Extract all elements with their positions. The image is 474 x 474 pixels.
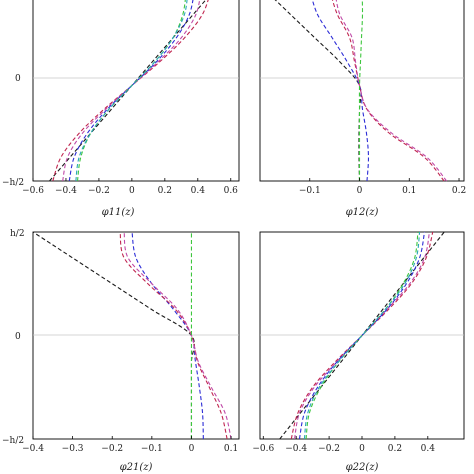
x-tick-label: −0.6 <box>22 186 44 196</box>
series-cyan-line <box>303 231 421 440</box>
x-axis-label: φ21(z) <box>120 462 153 473</box>
x-tick-label: 0.1 <box>402 186 416 196</box>
series-blue-line <box>68 0 194 182</box>
x-tick-label: 0.2 <box>158 186 172 196</box>
x-axis-label: φ11(z) <box>102 207 135 218</box>
panel-phi12: −0.1 0 0.1 0.2 φ12(z) <box>259 0 466 218</box>
panel-phi21: −0.4 −0.3 −0.2 −0.1 0 0.1 h/2 0 −h/2 φ21(z) <box>2 229 240 473</box>
curves <box>32 231 232 440</box>
x-ticks: −0.1 0 0.1 0.2 <box>299 178 466 196</box>
x-tick-label: 0.4 <box>191 186 206 196</box>
series-magenta-line <box>335 0 448 182</box>
series-black-line <box>274 0 362 182</box>
series-blue-line <box>311 0 370 182</box>
y-tick-label-neg: −h/2 <box>2 436 24 446</box>
x-tick-label: −0.2 <box>88 186 110 196</box>
x-tick-label: 0.6 <box>224 186 239 196</box>
x-tick-label: 0 <box>129 186 135 196</box>
x-axis-label: φ22(z) <box>346 462 379 473</box>
curves <box>274 0 448 182</box>
series-blue-line <box>131 231 204 440</box>
x-tick-label: 0.4 <box>421 444 436 454</box>
curves <box>49 0 209 182</box>
panel-phi22: −0.6 −0.4 −0.2 0 0.2 0.4 φ22(z) <box>252 231 465 473</box>
x-tick-label: −0.1 <box>141 444 163 454</box>
plot-frame <box>32 231 240 440</box>
x-ticks: −0.6 −0.4 −0.2 0 0.2 0.4 0.6 <box>22 178 238 196</box>
x-tick-label: −0.6 <box>252 444 274 454</box>
y-tick-label-zero: 0 <box>15 332 21 342</box>
series-cyan-line <box>75 0 188 182</box>
series-black-line <box>32 231 195 439</box>
y-tick-label-pos: h/2 <box>10 229 25 239</box>
x-tick-label: 0 <box>357 186 363 196</box>
x-tick-label: 0 <box>189 444 195 454</box>
plot-frame <box>32 0 240 182</box>
series-magenta-line <box>62 0 201 182</box>
x-tick-label: −0.3 <box>62 444 84 454</box>
panel-phi11: −0.6 −0.4 −0.2 0 0.2 0.4 0.6 0 −h/2 φ11(z) <box>2 0 240 218</box>
x-tick-label: −0.4 <box>285 444 307 454</box>
x-ticks: −0.4 −0.3 −0.2 −0.1 0 0.1 <box>22 436 238 454</box>
y-tick-label-zero: 0 <box>15 74 21 84</box>
series-green-line <box>305 231 419 440</box>
x-tick-label: −0.2 <box>101 444 123 454</box>
x-tick-label: −0.4 <box>55 186 77 196</box>
plot-frame <box>259 0 465 182</box>
x-ticks: −0.6 −0.4 −0.2 0 0.2 0.4 <box>252 436 435 454</box>
x-axis-label: φ12(z) <box>346 207 379 218</box>
y-tick-label-neg: −h/2 <box>2 178 24 188</box>
x-tick-label: −0.1 <box>299 186 321 196</box>
x-tick-label: −0.4 <box>22 444 44 454</box>
series-red-line <box>119 231 228 440</box>
x-tick-label: 0.2 <box>388 444 402 454</box>
series-magenta-line <box>123 231 232 440</box>
series-red-line <box>290 231 434 440</box>
curves <box>279 231 445 440</box>
series-green-line <box>76 0 186 182</box>
x-tick-label: −0.2 <box>318 444 340 454</box>
x-tick-label: 0 <box>359 444 365 454</box>
series-red-line <box>52 0 209 182</box>
x-tick-label: 0.2 <box>452 186 466 196</box>
series-red-line <box>331 0 445 182</box>
x-tick-label: 0.1 <box>224 444 238 454</box>
